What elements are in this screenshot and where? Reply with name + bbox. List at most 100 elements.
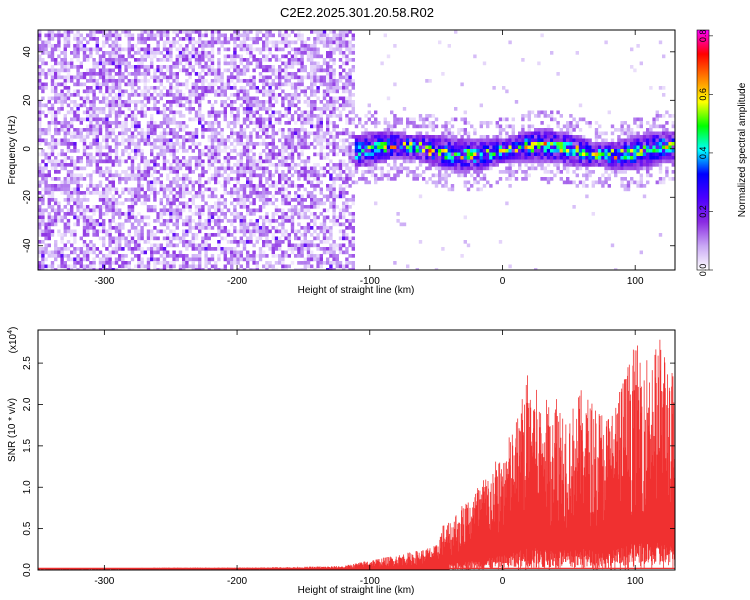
spectrogram-cell	[188, 54, 192, 59]
spectrogram-cell	[70, 187, 74, 192]
spectrogram-cell	[118, 47, 122, 52]
spectrogram-cell	[450, 149, 455, 153]
spectrogram-cell	[89, 243, 93, 248]
spectrogram-cell	[156, 250, 160, 255]
spectrogram-cell	[297, 135, 301, 139]
spectrogram-cell	[134, 124, 138, 129]
spectrogram-cell	[63, 205, 67, 209]
spectrogram-cell	[322, 170, 327, 174]
spectrogram-cell	[342, 54, 346, 59]
spectrogram-cell	[191, 47, 195, 52]
spectrogram-cell	[271, 149, 275, 153]
spectrogram-cell	[54, 93, 58, 97]
spectrogram-cell	[92, 229, 96, 234]
spectrogram-cell	[316, 75, 320, 80]
spectrogram-cell	[105, 30, 109, 34]
spectrogram-cell	[319, 156, 323, 160]
spectrogram-cell	[146, 128, 151, 132]
spectrogram-cell	[441, 184, 445, 188]
spectrogram-cell	[303, 163, 307, 167]
spectrogram-cell	[233, 229, 237, 234]
spectrogram-cell	[466, 135, 471, 139]
spectrogram-cell	[300, 215, 304, 220]
spectrogram-cell	[351, 194, 355, 199]
spectrogram-cell	[230, 191, 234, 195]
spectrogram-cell	[79, 82, 83, 87]
spectrogram-cell	[466, 131, 471, 136]
spectrogram-cell	[207, 268, 211, 270]
spectrogram-cell	[118, 240, 122, 244]
spectrogram-cell	[54, 250, 58, 255]
spectrogram-cell	[66, 229, 71, 234]
spectrogram-cell	[246, 205, 250, 209]
spectrogram-cell	[342, 205, 346, 209]
spectrogram-cell	[316, 68, 320, 73]
spectrogram-cell	[194, 222, 199, 227]
spectrogram-cell	[249, 47, 253, 52]
spectrogram-cell	[76, 54, 80, 59]
spectrogram-cell	[265, 47, 269, 52]
spectrogram-cell	[418, 124, 423, 129]
spectrogram-cell	[210, 187, 215, 192]
spectrogram-cell	[326, 163, 330, 167]
spectrogram-cell	[146, 184, 151, 188]
spectrogram-cell	[137, 261, 141, 265]
spectrogram-cell	[284, 159, 288, 164]
spectrogram-cell	[313, 131, 317, 136]
spectrogram-cell	[214, 40, 218, 45]
spectrogram-cell	[361, 173, 365, 178]
spectrogram-cell	[54, 142, 58, 146]
spectrogram-cell	[406, 121, 410, 125]
spectrogram-cell	[130, 257, 135, 262]
spectrogram-cell	[316, 226, 320, 230]
spectrogram-cell	[300, 205, 304, 209]
spectrogram-cell	[332, 145, 336, 150]
spectrogram-cell	[345, 138, 349, 143]
spectrogram-cell	[290, 103, 295, 108]
spectrogram-cell	[262, 166, 266, 171]
spectrogram-cell	[303, 47, 307, 52]
spectrogram-cell	[319, 65, 323, 69]
spectrogram-cell	[262, 86, 266, 90]
spectrogram-cell	[95, 184, 99, 188]
spectrogram-cell	[92, 30, 96, 34]
spectrogram-cell	[271, 184, 275, 188]
spectrogram-cell	[150, 184, 154, 188]
spectrogram-cell	[166, 184, 170, 188]
spectrogram-cell	[281, 240, 285, 244]
spectrogram-cell	[300, 33, 304, 38]
spectrogram-cell	[143, 138, 147, 143]
spectrogram-cell	[406, 166, 410, 171]
spectrogram-cell	[198, 177, 202, 181]
spectrogram-cell	[89, 156, 93, 160]
spectrogram-cell	[351, 100, 355, 104]
spectrogram-cell	[121, 128, 125, 132]
spectrogram-cell	[313, 219, 317, 223]
spectrogram-cell	[98, 180, 103, 185]
spectrogram-cell	[188, 240, 192, 244]
spectrogram-cell	[332, 68, 336, 73]
spectrogram-cell	[210, 205, 215, 209]
spectrogram-cell	[76, 114, 80, 118]
spectrogram-cell	[242, 107, 247, 111]
spectrogram-cell	[159, 124, 163, 129]
spectrogram-cell	[111, 82, 115, 87]
spectrogram-cell	[271, 180, 275, 185]
spectrogram-cell	[246, 159, 250, 164]
spectrogram-cell	[239, 173, 243, 178]
spectrogram-cell	[319, 79, 323, 83]
spectrogram-cell	[322, 138, 327, 143]
spectrogram-cell	[217, 233, 221, 237]
spectrogram-cell	[233, 75, 237, 80]
spectrogram-cell	[434, 180, 439, 185]
spectrogram-cell	[287, 65, 291, 69]
spectrogram-cell	[230, 65, 234, 69]
spectrogram-cell	[342, 82, 346, 87]
spectrogram-cell	[63, 135, 67, 139]
spectrogram-cell	[367, 117, 371, 122]
spectrogram-cell	[204, 233, 208, 237]
spectrogram-cell	[38, 215, 42, 220]
spectrogram-cell	[92, 135, 96, 139]
spectrogram-cell	[127, 33, 131, 38]
spectrogram-cell	[92, 159, 96, 164]
